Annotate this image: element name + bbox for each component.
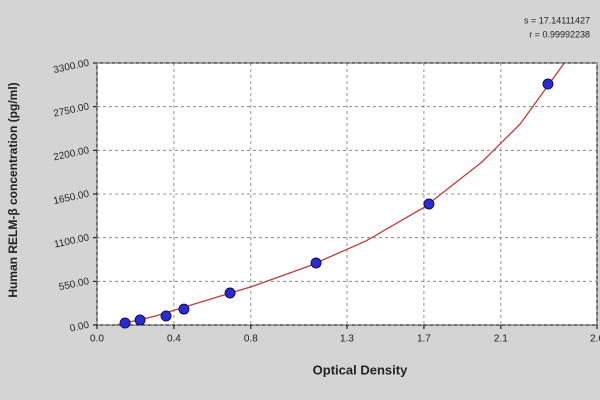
- y-tick-label: 0.00: [69, 320, 91, 335]
- y-tick-label: 2750.00: [53, 101, 91, 119]
- data-point: [542, 78, 554, 90]
- y-axis-label: Human RELM-β concentration (pg/ml): [6, 82, 20, 297]
- data-point: [119, 317, 131, 329]
- y-tick-label: 1650.00: [53, 189, 91, 207]
- data-point: [178, 303, 190, 315]
- x-tick-label: 0.8: [244, 334, 258, 345]
- x-tick-label: 2.6: [590, 334, 600, 345]
- y-tick-label: 1100.00: [53, 232, 90, 250]
- annotation: r = 0.99992238: [529, 29, 590, 39]
- x-tick-label: 1.3: [340, 334, 354, 345]
- y-tick-label: 550.00: [58, 276, 91, 293]
- data-point: [224, 287, 236, 299]
- x-tick-label: 1.7: [417, 334, 431, 345]
- y-tick-label: 2200.00: [53, 145, 91, 163]
- fit-curve: [116, 62, 565, 326]
- x-tick-label: 0.0: [90, 334, 104, 345]
- x-axis-label: Optical Density: [313, 362, 408, 377]
- data-point: [134, 314, 146, 326]
- y-tick-label: 3300.00: [53, 58, 91, 76]
- annotation: s = 17.14111427: [524, 15, 590, 25]
- data-point: [423, 198, 435, 210]
- data-point: [160, 310, 172, 322]
- x-tick-label: 2.1: [494, 334, 508, 345]
- data-point: [310, 257, 322, 269]
- x-tick-label: 0.4: [167, 334, 181, 345]
